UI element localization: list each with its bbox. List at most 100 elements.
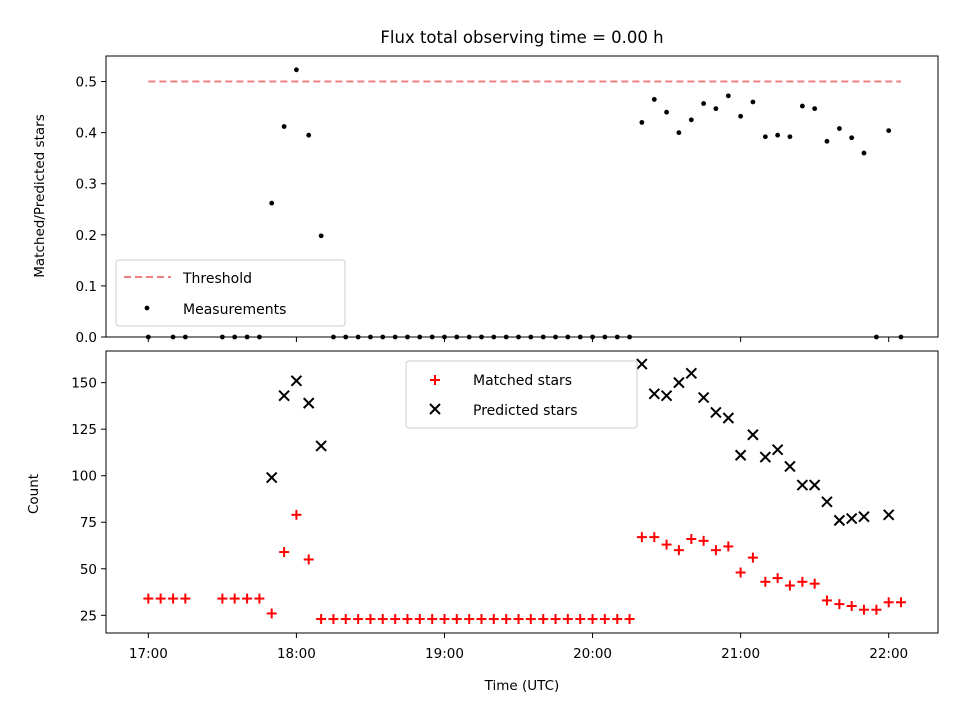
matched-star-point (809, 578, 820, 589)
predicted-star-point (882, 509, 895, 521)
matched-star-point (612, 614, 623, 625)
top-y-tick-label: 0.3 (76, 177, 97, 193)
matched-star-point (747, 552, 758, 563)
bottom-y-ticks: 25 50 75 100 125 150 (71, 376, 106, 624)
bottom-y-tick-label: 25 (80, 608, 97, 624)
measurement-point (738, 113, 744, 119)
predicted-star-point (660, 389, 673, 402)
top-panel: Flux total observing time = 0.00 h Match… (32, 28, 939, 346)
matched-star-point (710, 545, 721, 556)
predicted-star-point (673, 376, 685, 389)
matched-star-point (303, 554, 314, 565)
predicted-star-point (265, 471, 278, 484)
matched-star-point (168, 593, 179, 604)
predicted-star-point (796, 479, 809, 491)
matched-star-point (229, 593, 240, 604)
bottom-y-tick-label: 100 (71, 469, 97, 485)
measurement-point (651, 97, 657, 102)
predicted-star-point (290, 375, 303, 387)
measurement-point (664, 109, 669, 115)
predicted-star-point (315, 440, 327, 452)
measurement-point (824, 138, 830, 144)
legend-predicted-label: Predicted stars (473, 403, 578, 419)
predicted-star-point (808, 479, 821, 491)
matched-star-point (377, 614, 388, 625)
x-tick-label: 22:00 (869, 646, 908, 662)
measurement-point (713, 106, 719, 112)
matched-star-point (587, 614, 598, 625)
predicted-star-point (833, 514, 846, 527)
matched-star-point (402, 614, 413, 625)
measurement-point (836, 126, 842, 131)
matched-star-point (217, 593, 228, 604)
matched-star-point (242, 593, 253, 604)
matched-star-point (735, 567, 746, 578)
matched-star-point (353, 614, 364, 625)
bottom-y-tick-label: 50 (80, 562, 97, 578)
matched-star-point (723, 541, 734, 552)
top-y-ticks: 0.0 0.1 0.2 0.3 0.4 0.5 (76, 75, 890, 346)
matched-star-point (266, 608, 277, 619)
matched-star-point (871, 604, 882, 615)
bottom-y-axis-label: Count (26, 474, 42, 514)
matched-star-point (686, 534, 697, 544)
matched-star-point (180, 593, 191, 604)
matched-star-point (698, 535, 709, 546)
matched-star-point (550, 614, 561, 625)
bottom-y-tick-label: 125 (71, 422, 97, 438)
measurement-point (294, 67, 299, 73)
matched-star-point (624, 614, 635, 625)
matched-star-point (895, 597, 906, 608)
predicted-star-point (759, 451, 772, 463)
measurement-point (750, 99, 756, 105)
top-y-tick-label: 0.0 (76, 330, 97, 346)
bottom-panel: Count Time (UTC) 25 50 75 100 125 150 17:00 18… (26, 350, 939, 694)
x-tick-label: 20:00 (573, 646, 612, 662)
measurement-point (688, 117, 694, 123)
predicted-star-point (697, 391, 710, 404)
measurement-point (306, 132, 312, 138)
matched-star-point (673, 545, 684, 556)
bottom-x-ticks: 17:00 18:00 19:00 20:00 21:00 22:00 (129, 633, 908, 662)
matched-star-point (538, 614, 549, 625)
matched-star-point (525, 614, 536, 625)
measurement-point (861, 150, 867, 156)
legend-matched-swatch (430, 375, 440, 385)
measurement-point (269, 200, 275, 206)
bottom-y-tick-label: 75 (80, 515, 97, 531)
matched-star-point (279, 547, 290, 558)
matched-star-point (846, 601, 857, 612)
matched-star-point (772, 573, 783, 584)
measurement-point (639, 120, 645, 125)
predicted-star-point (722, 412, 735, 424)
matched-star-point (488, 614, 499, 625)
measurement-point (799, 103, 805, 109)
measurement-point (281, 124, 287, 129)
predicted-star-point (747, 429, 759, 441)
top-y-tick-label: 0.2 (76, 228, 97, 244)
top-y-axis-label: Matched/Predicted stars (32, 114, 48, 277)
top-y-tick-label: 0.4 (76, 126, 97, 142)
measurement-point (676, 130, 682, 136)
matched-star-point (254, 593, 265, 604)
matched-star-point (439, 614, 450, 625)
predicted-star-point (821, 496, 833, 508)
matched-star-point (476, 614, 487, 625)
matched-star-point (451, 614, 462, 625)
measurement-point (318, 233, 324, 239)
bottom-legend: Matched stars Predicted stars (405, 360, 638, 429)
measurement-point (725, 93, 731, 99)
top-legend: Threshold Measurements (115, 259, 346, 327)
measurement-point (886, 128, 892, 133)
legend-measurements-swatch (144, 305, 150, 311)
matched-star-point (636, 532, 647, 543)
predicted-star-point (784, 460, 796, 473)
matched-star-point (562, 614, 573, 625)
matched-star-point (427, 614, 438, 625)
measurement-point (775, 132, 781, 138)
matched-star-point (797, 576, 808, 587)
predicted-star-point (710, 406, 722, 419)
bottom-plot-area (143, 358, 906, 625)
x-tick-label: 18:00 (277, 646, 316, 662)
